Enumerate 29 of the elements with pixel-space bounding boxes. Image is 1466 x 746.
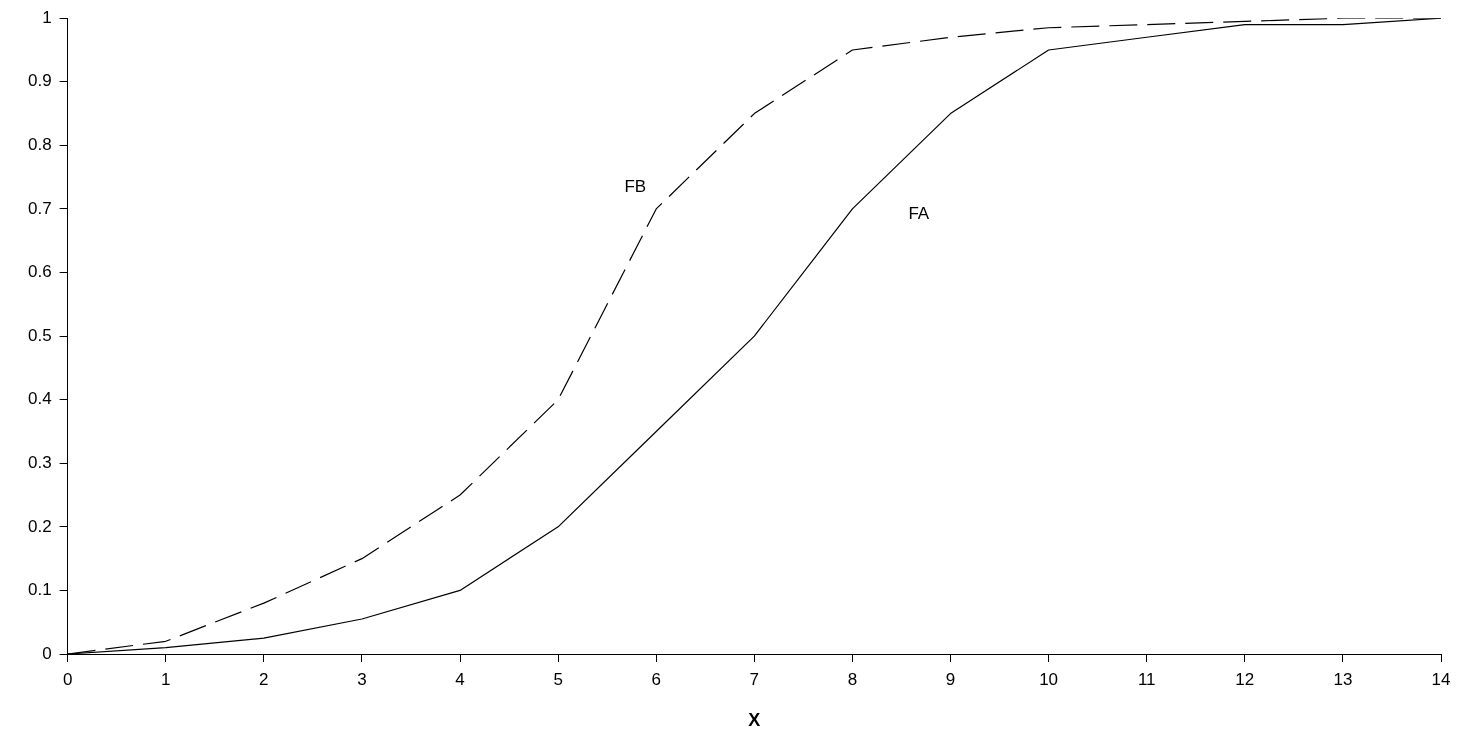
y-tick-label: 0.4	[27, 389, 52, 409]
y-tick-label: 0.6	[27, 262, 52, 282]
y-tick-label: 0.3	[27, 452, 52, 472]
x-tick-label: 9	[945, 669, 956, 689]
text: FA	[908, 203, 930, 223]
x-tick-label: 13	[1333, 669, 1353, 689]
y-tick-label: 0.8	[27, 135, 52, 155]
x-tick-label: 7	[749, 669, 760, 689]
series-label: FB	[624, 176, 647, 196]
x-tick-label: 2	[259, 669, 269, 689]
y-tick-label: 0.7	[27, 198, 52, 218]
x-tick-label: 1	[161, 669, 171, 689]
y-tick-label: 1	[42, 7, 52, 27]
y-tick-label: 0	[42, 643, 52, 663]
y-tick-label: 0.9	[27, 71, 52, 91]
x-tick-label: 5	[553, 669, 563, 689]
y-tick-label: 0.2	[27, 516, 52, 536]
x-tick-label: 4	[455, 669, 465, 689]
x-tick-label: 12	[1235, 669, 1255, 689]
x-tick-label: 0	[62, 669, 73, 689]
x-tick-label: 3	[357, 669, 367, 689]
x-tick-label: 14	[1431, 669, 1451, 689]
x-tick-label: 10	[1039, 669, 1059, 689]
x-tick-label: 8	[847, 669, 858, 689]
y-tick-label: 0.5	[27, 325, 52, 345]
x-tick-label: 6	[651, 669, 661, 689]
x-tick-label: 11	[1137, 669, 1156, 689]
y-tick-label: 0.1	[27, 580, 52, 600]
x-axis-title: X	[748, 710, 761, 731]
